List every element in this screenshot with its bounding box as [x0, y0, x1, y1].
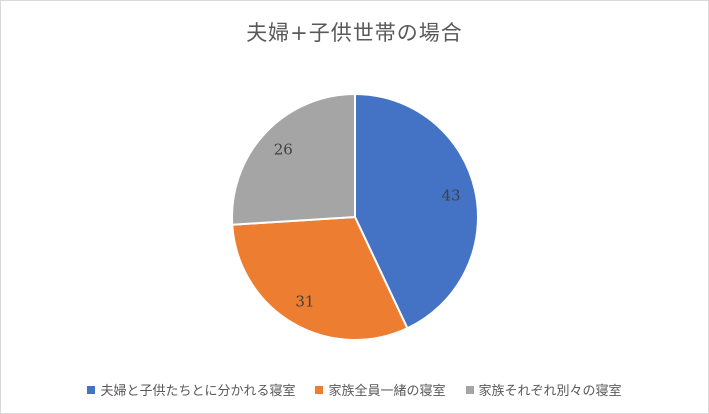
legend-marker-icon	[315, 385, 324, 394]
pie-slice-0	[354, 93, 479, 330]
legend-label: 家族それぞれ別々の寝室	[478, 384, 622, 399]
chart-title: 夫婦+子供世帯の場合	[246, 21, 463, 45]
legend-item: 家族それぞれ別々の寝室	[465, 380, 622, 399]
legend: 夫婦と子供たちとに分かれる寝室 家族全員一緒の寝室 家族それぞれ別々の寝室	[1, 380, 708, 399]
pie-data-label: 31	[295, 293, 314, 311]
legend-label: 夫婦と子供たちとに分かれる寝室	[100, 384, 296, 399]
legend-item: 家族全員一緒の寝室	[315, 380, 446, 399]
pie-data-label: 26	[274, 141, 293, 159]
legend-label: 家族全員一緒の寝室	[328, 384, 446, 399]
pie-data-label: 43	[441, 187, 460, 205]
pie-slice-1	[231, 216, 409, 341]
pie-slice-2	[231, 93, 356, 226]
legend-item: 夫婦と子供たちとに分かれる寝室	[87, 380, 295, 399]
legend-marker-icon	[465, 385, 474, 394]
legend-marker-icon	[87, 385, 96, 394]
